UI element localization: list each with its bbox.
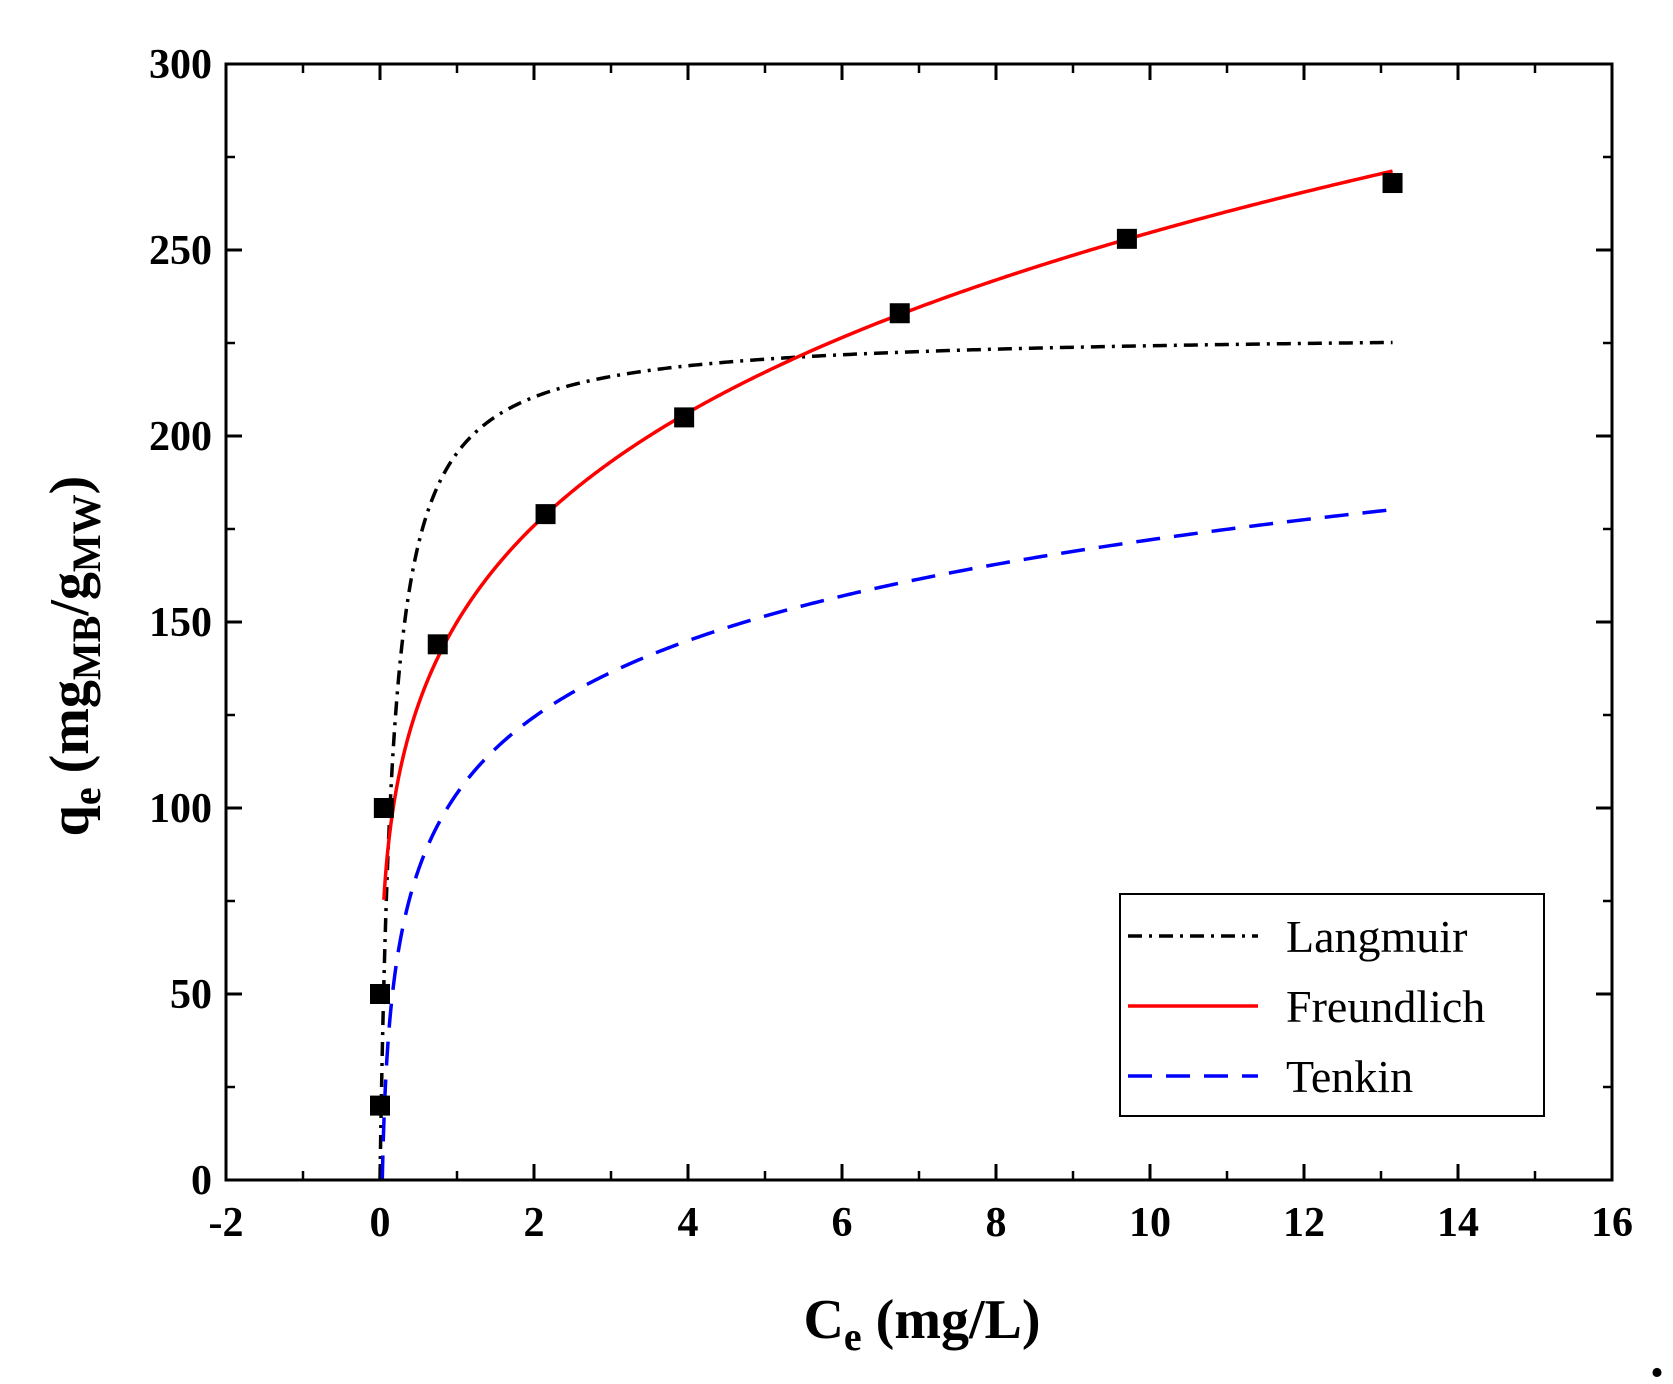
data-point	[1382, 173, 1403, 194]
legend-label-tenkin: Tenkin	[1286, 1051, 1413, 1102]
curve-langmuir	[378, 340, 1393, 1182]
trailing-dot: .	[1650, 1327, 1664, 1384]
y-tick-label: 250	[149, 228, 212, 274]
x-axis-title: Ce (mg/L)	[803, 1289, 1040, 1359]
x-tick-label: 12	[1283, 1200, 1325, 1246]
fit-curves	[378, 169, 1393, 1182]
data-point	[370, 1095, 390, 1116]
y-tick-labels: 0 50 100 150 200 250 300	[149, 42, 212, 1204]
x-tick-label: -2	[209, 1200, 244, 1246]
y-axis-title: qe (mgMB/gMW)	[39, 476, 109, 837]
y-tick-label: 150	[149, 600, 212, 646]
data-point	[370, 984, 390, 1004]
x-tick-label: 8	[986, 1200, 1007, 1246]
data-point	[373, 798, 394, 818]
x-tick-label: 6	[832, 1200, 853, 1246]
y-axis-title-sub: e	[64, 787, 109, 805]
data-point	[889, 303, 910, 324]
x-tick-label: 4	[678, 1200, 699, 1246]
data-point	[535, 504, 556, 525]
y-axis-title-open: (mg	[39, 680, 101, 787]
x-tick-label: 14	[1437, 1200, 1479, 1246]
x-tick-label: 16	[1591, 1200, 1633, 1246]
curve-tenkin	[380, 507, 1393, 1182]
curve-freundlich	[382, 169, 1393, 902]
x-tick-label: 0	[370, 1200, 391, 1246]
y-tick-label: 50	[170, 972, 212, 1018]
y-tick-label: 0	[191, 1158, 212, 1204]
y-tick-label: 200	[149, 414, 212, 460]
x-tick-label: 10	[1129, 1200, 1171, 1246]
y-axis-title-slash: /g	[39, 572, 101, 617]
y-axis-title-sub-mw: MW	[64, 494, 109, 572]
legend-label-freundlich: Freundlich	[1286, 981, 1485, 1032]
x-tick-labels: -2 0 2 4 6 8 10 12 14 16	[209, 1200, 1634, 1246]
data-point	[427, 634, 448, 655]
data-points	[370, 173, 1403, 1116]
legend-label-langmuir: Langmuir	[1286, 911, 1467, 962]
data-point	[1116, 228, 1137, 249]
y-tick-label: 300	[149, 42, 212, 88]
y-axis-title-main: q	[39, 805, 101, 836]
x-tick-label: 2	[524, 1200, 545, 1246]
y-tick-label: 100	[149, 786, 212, 832]
x-axis-title-sub: e	[844, 1314, 862, 1359]
data-point	[674, 407, 695, 428]
y-axis-title-close: )	[39, 476, 101, 495]
x-axis-title-main: C	[803, 1289, 843, 1351]
y-axis-title-sub-mb: MB	[64, 616, 109, 680]
legend: Langmuir Freundlich Tenkin	[1119, 893, 1545, 1117]
x-axis-title-unit: (mg/L)	[862, 1289, 1041, 1351]
plot-frame	[224, 62, 1614, 1182]
